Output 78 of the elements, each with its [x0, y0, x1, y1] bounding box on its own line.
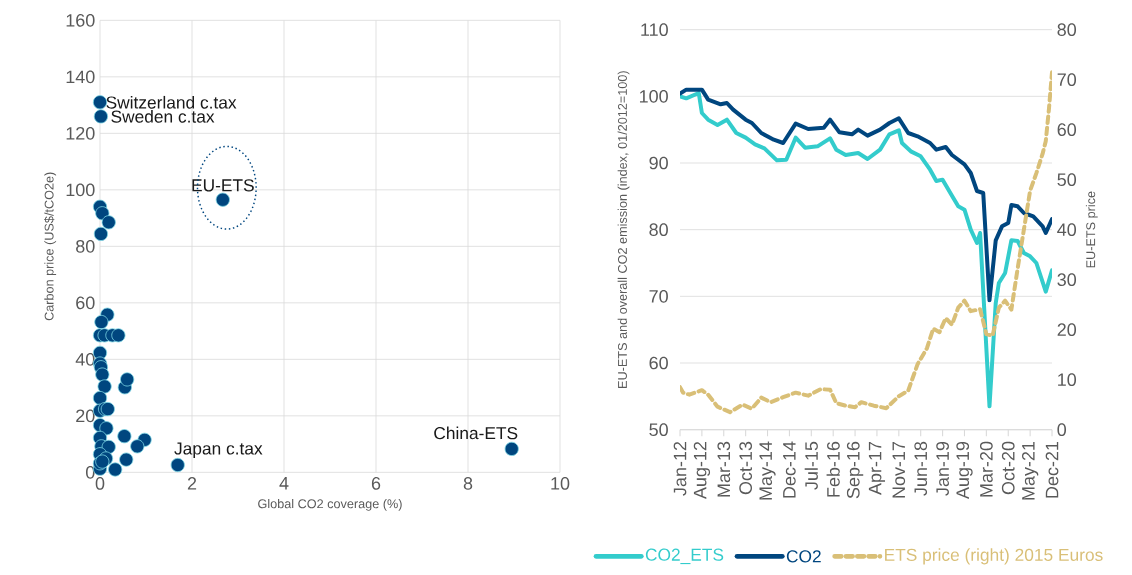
x-tick-label: May-14: [759, 441, 776, 500]
y-axis-title: Carbon price (US$/tCO2e): [44, 172, 57, 321]
point: [101, 215, 116, 230]
y2-tick-label: 10: [1058, 373, 1077, 387]
y-tick-label: 110: [641, 23, 668, 37]
x-tick-label: May-21: [1021, 441, 1039, 500]
x-tick-label: Sep-16: [846, 441, 864, 499]
point: [119, 452, 134, 467]
y2-tick-label: 30: [1057, 273, 1077, 287]
y2-tick-label: 60: [1057, 123, 1077, 137]
point: [111, 328, 126, 343]
x-tick-label: Oct-20: [1001, 441, 1015, 495]
point: [99, 421, 114, 436]
legend-label: CO2: [786, 550, 821, 563]
y-tick-label: 80: [76, 239, 95, 253]
point: [95, 206, 110, 221]
point: [92, 390, 108, 406]
x-tick-label: Jul-15: [804, 441, 818, 490]
point: [504, 441, 519, 456]
y2-tick-label: 70: [1057, 73, 1077, 87]
x-tick-label: Dec-14: [783, 441, 796, 498]
y2-tick-label: 0: [1057, 423, 1067, 437]
annotation: Switzerland c.tax: [106, 95, 237, 109]
x-tick-label: Dec-21: [1045, 441, 1059, 498]
x-tick-label: Aug-12: [693, 441, 711, 500]
x-tick-label: Aug-19: [956, 441, 973, 500]
x-axis-title: Global CO2 coverage (%): [258, 498, 402, 511]
point: [94, 314, 109, 330]
x-tick-label: Nov-17: [892, 441, 906, 498]
x-tick-label: 6: [371, 477, 381, 490]
y-tick-label: 40: [75, 352, 95, 366]
x-tick-label: Feb-16: [826, 441, 840, 497]
y2-axis-title: EU-ETS price: [1085, 191, 1098, 268]
y2-tick-label: 50: [1057, 173, 1077, 187]
point: [117, 429, 132, 444]
x-tick-label: 2: [187, 477, 197, 490]
y-tick-label: 90: [649, 156, 668, 170]
y-tick-label: 50: [649, 423, 668, 437]
x-tick-label: Jan-19: [936, 441, 949, 496]
y-tick-label: 100: [639, 89, 668, 103]
y-tick-label: 140: [66, 70, 95, 84]
point: [97, 379, 112, 394]
y2-tick-label: 40: [1057, 223, 1077, 237]
y-tick-label: 80: [649, 223, 668, 237]
y-tick-label: 70: [649, 289, 668, 303]
x-tick-label: Mar-13: [717, 441, 731, 497]
point: [108, 462, 123, 477]
annotation: China-ETS: [434, 426, 518, 440]
x-tick-label: Apr-17: [868, 441, 886, 496]
point: [120, 372, 135, 387]
point: [93, 109, 108, 124]
y-tick-label: 60: [649, 356, 668, 370]
x-tick-label: 4: [279, 477, 289, 490]
legend-label: ETS price (right) 2015 Euros: [885, 548, 1103, 565]
x-tick-label: 8: [463, 477, 473, 490]
y-tick-label: 60: [76, 296, 95, 310]
x-tick-label: Mar-20: [979, 441, 993, 497]
y-tick-label: 20: [76, 409, 95, 423]
annotation: EU-ETS: [192, 179, 254, 192]
x-tick-label: 0: [95, 477, 105, 490]
y-tick-label: 120: [66, 126, 95, 140]
annotation: Sweden c.tax: [111, 110, 215, 123]
point: [95, 367, 110, 382]
y-tick-label: 100: [66, 183, 95, 197]
y-tick-label: 160: [66, 13, 95, 27]
y2-tick-label: 80: [1057, 23, 1077, 37]
x-tick-label: Jan-12: [673, 441, 687, 496]
x-tick-label: Oct-13: [739, 441, 753, 495]
y-axis-title: EU-ETS and overall CO2 emission (index, 01/2012=100): [617, 71, 630, 388]
point: [215, 192, 230, 207]
point: [130, 439, 145, 454]
y2-tick-label: 20: [1057, 323, 1077, 337]
legend-label: CO2_ETS: [645, 548, 724, 565]
point: [93, 226, 108, 241]
point: [170, 457, 185, 473]
x-tick-label: Jun-18: [914, 441, 928, 496]
annotation: Japan c.tax: [174, 442, 263, 459]
x-tick-label: 10: [551, 477, 570, 490]
